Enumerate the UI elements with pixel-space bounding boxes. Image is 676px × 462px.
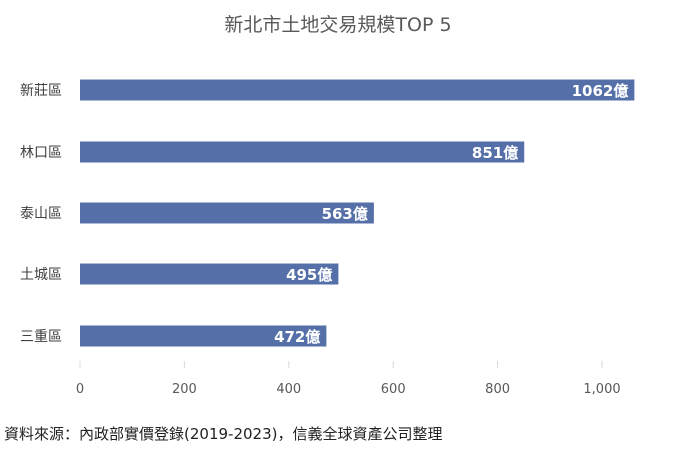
x-tick-label: 400 <box>276 382 301 397</box>
category-label: 林口區 <box>20 145 62 161</box>
x-tick-label: 800 <box>485 382 510 397</box>
data-label: 1062億 <box>572 82 629 100</box>
bar <box>80 202 374 224</box>
x-tick-label: 0 <box>76 382 84 397</box>
x-tick-label: 600 <box>381 382 406 397</box>
data-label: 563億 <box>322 205 368 223</box>
x-tick-label: 1,000 <box>583 382 620 397</box>
category-label: 土城區 <box>20 267 62 283</box>
category-label: 三重區 <box>20 329 62 345</box>
data-label: 472億 <box>274 328 320 346</box>
bar <box>80 263 339 285</box>
bar <box>80 79 635 101</box>
category-label: 新莊區 <box>20 83 62 99</box>
bar <box>80 141 525 163</box>
source-note: 資料來源：內政部實價登錄(2019-2023)，信義全球資產公司整理 <box>4 425 443 443</box>
category-label: 泰山區 <box>20 206 62 222</box>
data-label: 495億 <box>286 266 332 284</box>
bar <box>80 325 327 347</box>
data-label: 851億 <box>472 144 518 162</box>
chart-title: 新北市土地交易規模TOP 5 <box>224 14 452 36</box>
x-tick-label: 200 <box>172 382 197 397</box>
